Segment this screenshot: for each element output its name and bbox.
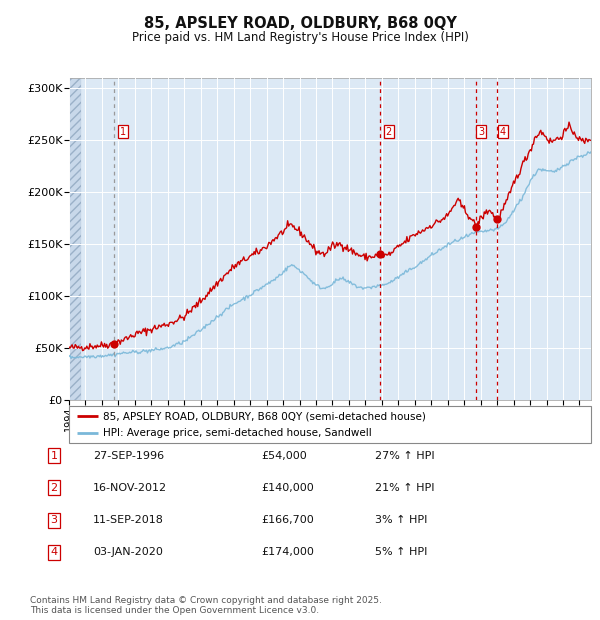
Text: 4: 4 — [50, 547, 58, 557]
Text: 3: 3 — [478, 126, 484, 136]
Text: Contains HM Land Registry data © Crown copyright and database right 2025.
This d: Contains HM Land Registry data © Crown c… — [30, 596, 382, 615]
Text: Price paid vs. HM Land Registry's House Price Index (HPI): Price paid vs. HM Land Registry's House … — [131, 31, 469, 44]
Text: 3% ↑ HPI: 3% ↑ HPI — [375, 515, 427, 525]
Text: 21% ↑ HPI: 21% ↑ HPI — [375, 483, 434, 493]
Text: 27% ↑ HPI: 27% ↑ HPI — [375, 451, 434, 461]
Text: 2: 2 — [50, 483, 58, 493]
Bar — [69, 78, 82, 400]
Text: 85, APSLEY ROAD, OLDBURY, B68 0QY: 85, APSLEY ROAD, OLDBURY, B68 0QY — [143, 16, 457, 31]
Bar — [69, 78, 82, 400]
Text: £140,000: £140,000 — [261, 483, 314, 493]
Text: 1: 1 — [120, 126, 126, 136]
Text: 5% ↑ HPI: 5% ↑ HPI — [375, 547, 427, 557]
Text: £166,700: £166,700 — [261, 515, 314, 525]
Text: 1: 1 — [50, 451, 58, 461]
Text: £54,000: £54,000 — [261, 451, 307, 461]
Text: £174,000: £174,000 — [261, 547, 314, 557]
Text: 03-JAN-2020: 03-JAN-2020 — [93, 547, 163, 557]
Text: 11-SEP-2018: 11-SEP-2018 — [93, 515, 164, 525]
Text: 4: 4 — [500, 126, 506, 136]
Text: 85, APSLEY ROAD, OLDBURY, B68 0QY (semi-detached house): 85, APSLEY ROAD, OLDBURY, B68 0QY (semi-… — [103, 411, 426, 421]
Text: 3: 3 — [50, 515, 58, 525]
Text: 2: 2 — [386, 126, 392, 136]
Text: 27-SEP-1996: 27-SEP-1996 — [93, 451, 164, 461]
Text: 16-NOV-2012: 16-NOV-2012 — [93, 483, 167, 493]
Text: HPI: Average price, semi-detached house, Sandwell: HPI: Average price, semi-detached house,… — [103, 428, 371, 438]
